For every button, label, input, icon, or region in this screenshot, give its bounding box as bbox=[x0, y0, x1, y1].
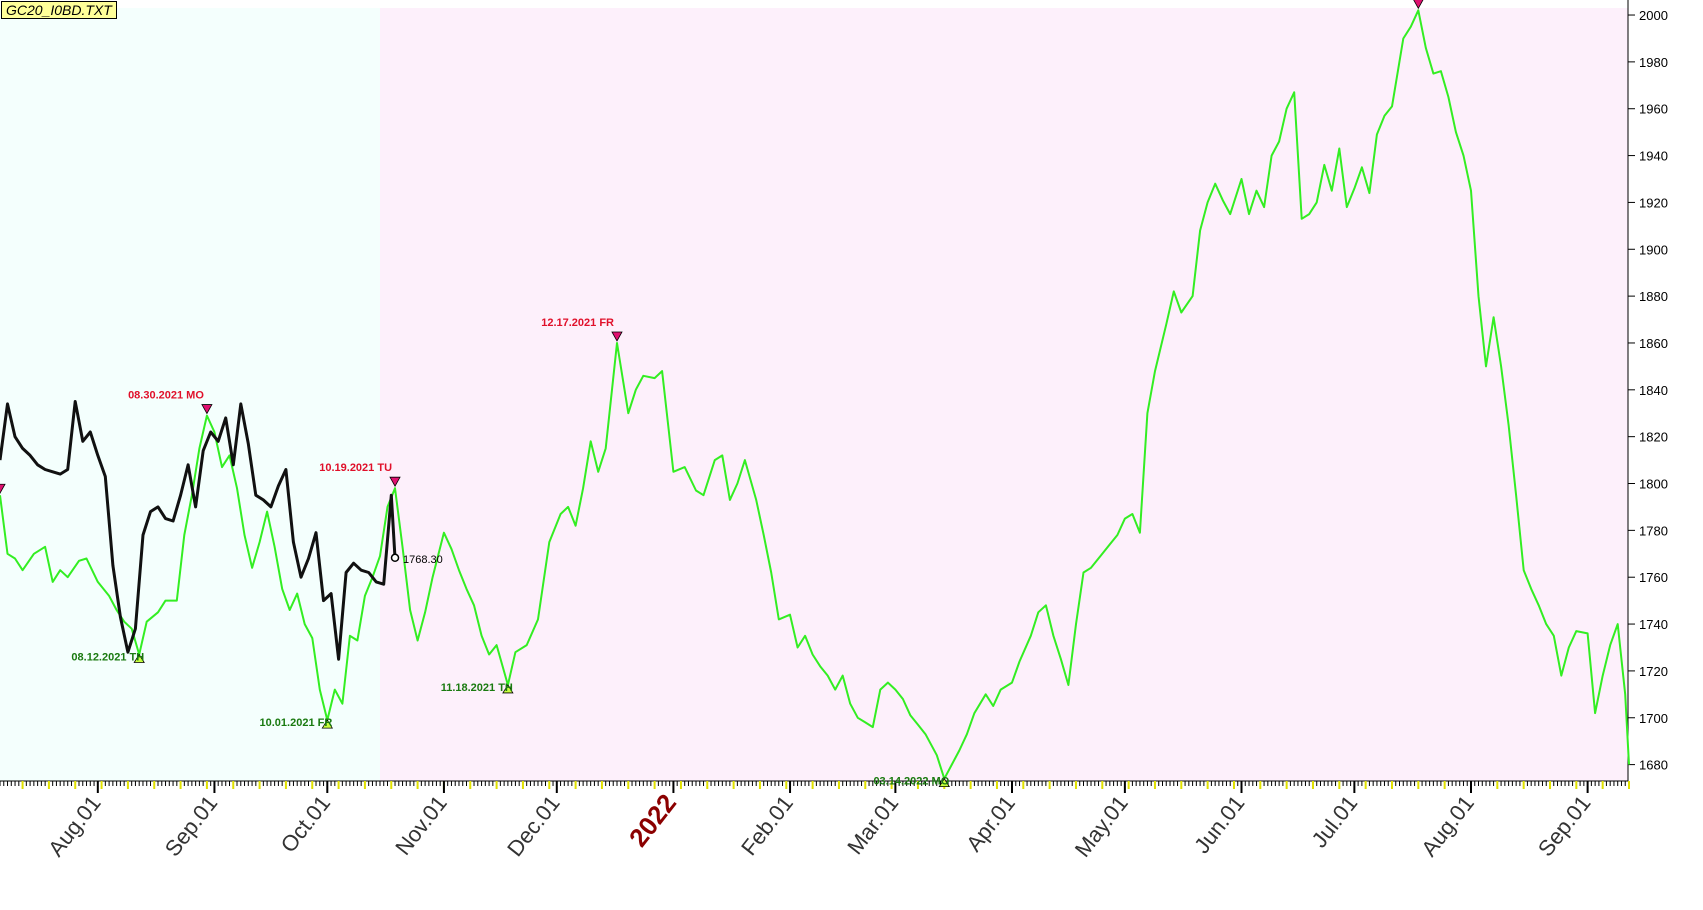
trough-marker bbox=[502, 684, 514, 694]
trough-marker bbox=[321, 719, 334, 729]
x-year-label: 2022 bbox=[623, 788, 682, 852]
x-month-label: Apr.01 bbox=[961, 791, 1020, 857]
peak-marker bbox=[389, 476, 401, 488]
y-tick-label: 1980 bbox=[1639, 55, 1668, 70]
chart-background bbox=[0, 8, 1629, 781]
y-tick-label: 1820 bbox=[1639, 430, 1668, 445]
y-tick-label: 1760 bbox=[1639, 570, 1668, 585]
x-month-label: Jun.01 bbox=[1189, 791, 1249, 858]
file-name-label: GC20_I0BD.TXT bbox=[1, 1, 117, 19]
y-tick-label: 1960 bbox=[1639, 102, 1668, 117]
x-month-label: Sep.01 bbox=[160, 791, 223, 861]
x-month-label: May.01 bbox=[1070, 791, 1133, 862]
x-axis: Aug.01 Sep.01 Oct.01 Nov.01 Dec.01 2022 Feb.01… bbox=[0, 780, 1630, 862]
y-tick-label: 1800 bbox=[1639, 477, 1668, 492]
last-price-dot bbox=[390, 553, 400, 563]
peak-marker bbox=[611, 331, 623, 342]
x-month-label: Mar.01 bbox=[842, 791, 903, 859]
y-tick-label: 1920 bbox=[1639, 195, 1668, 210]
x-month-label: Aug.01 bbox=[1416, 791, 1479, 861]
x-month-label: Nov.01 bbox=[390, 791, 452, 860]
trough-marker bbox=[133, 653, 145, 663]
trough-marker bbox=[938, 777, 951, 788]
y-tick-label: 1780 bbox=[1639, 523, 1668, 538]
peak-marker bbox=[0, 483, 6, 495]
x-month-label: Jul.01 bbox=[1306, 791, 1362, 853]
y-tick-label: 1700 bbox=[1639, 711, 1668, 726]
x-month-label: Oct.01 bbox=[276, 791, 336, 857]
y-tick-label: 2000 bbox=[1639, 8, 1668, 23]
y-axis: 1680 1700 1720 1740 1760 1780 1800 1820 1840 1860… bbox=[1627, 0, 1668, 781]
x-month-label: Sep.01 bbox=[1533, 791, 1596, 861]
y-tick-label: 1940 bbox=[1639, 149, 1668, 164]
peak-label: 12.17.2021 FR bbox=[541, 317, 614, 329]
x-month-label: Feb.01 bbox=[736, 791, 798, 860]
trough-label: 03.14.2022 MO bbox=[873, 776, 949, 788]
trough-label: 08.12.2021 TH bbox=[71, 652, 144, 664]
peak-label: 08.30.2021 MO bbox=[128, 390, 204, 402]
y-tick-label: 1740 bbox=[1639, 617, 1668, 632]
y-tick-label: 1860 bbox=[1639, 336, 1668, 351]
forecast-region bbox=[380, 8, 1629, 781]
trough-label: 10.01.2021 FR bbox=[260, 717, 333, 729]
trough-label: 11.18.2021 TH bbox=[441, 682, 513, 694]
x-month-label: Aug.01 bbox=[43, 791, 106, 861]
peak-marker bbox=[201, 404, 213, 415]
y-tick-label: 1680 bbox=[1639, 758, 1668, 773]
series-lines bbox=[0, 9, 1630, 780]
actual-price-line bbox=[0, 400, 397, 661]
peak-marker bbox=[1413, 0, 1424, 10]
history-region bbox=[0, 8, 381, 781]
y-tick-label: 1720 bbox=[1639, 664, 1668, 679]
forecast-line bbox=[0, 9, 1630, 780]
peak-label: 10.19.2021 TU bbox=[319, 462, 392, 474]
y-tick-label: 1880 bbox=[1639, 289, 1668, 304]
pivot-markers: 1768.30 08.30.2021 MO 10.19.2021 TU 12.17.2… bbox=[0, 0, 1424, 788]
y-tick-label: 1840 bbox=[1639, 383, 1668, 398]
y-tick-label: 1900 bbox=[1639, 242, 1668, 257]
x-month-label: Dec.01 bbox=[502, 791, 565, 861]
last-price-label: 1768.30 bbox=[403, 554, 443, 566]
